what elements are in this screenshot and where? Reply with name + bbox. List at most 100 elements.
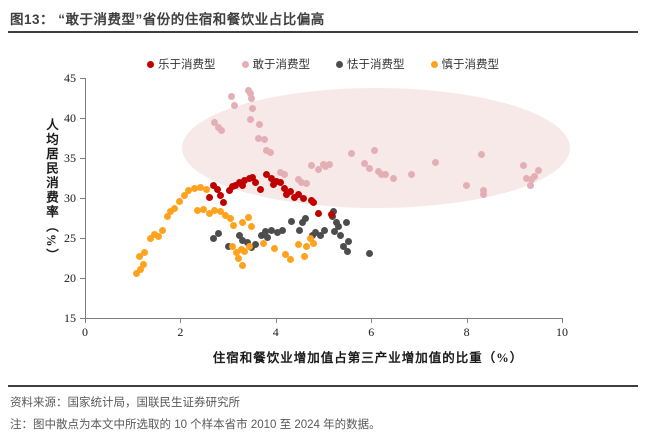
scatter-point: [276, 168, 284, 176]
scatter-point: [281, 251, 289, 259]
legend-label: 怯于消费型: [347, 59, 405, 71]
scatter-point: [281, 171, 289, 179]
scatter-point: [294, 191, 302, 199]
scatter-point: [334, 222, 342, 230]
scatter-point: [191, 184, 199, 192]
scatter-point: [209, 181, 217, 189]
scatter-point: [312, 228, 320, 236]
scatter-point: [267, 175, 275, 183]
scatter-point: [180, 192, 188, 200]
figure-title: 图13： “敢于消费型”省份的住宿和餐饮业占比偏高: [10, 12, 325, 27]
chart-legend: 乐于消费型 敢于消费型 怯于消费型 慎于消费型: [0, 56, 646, 72]
scatter-point: [531, 172, 539, 180]
scatter-point: [479, 186, 487, 194]
scatter-point: [217, 192, 225, 200]
scatter-point: [248, 223, 256, 231]
scatter-point: [303, 243, 311, 251]
scatter-point: [262, 228, 270, 236]
scatter-point: [231, 101, 239, 109]
scatter-point: [167, 208, 175, 216]
scatter-point: [431, 158, 439, 166]
scatter-point: [229, 243, 237, 251]
scatter-point: [348, 149, 356, 157]
scatter-point: [327, 211, 335, 219]
y-tick-label: 35: [64, 151, 76, 165]
y-tick: [80, 238, 85, 239]
sample-note: 注：图中散点为本文中所选取的 10 个样本省市 2010 至 2024 年的数据…: [10, 419, 381, 431]
scatter-point: [248, 95, 256, 103]
scatter-point: [308, 161, 316, 169]
legend-item: 怯于消费型: [336, 56, 405, 72]
y-tick: [80, 278, 85, 279]
scatter-point: [340, 243, 348, 251]
scatter-point: [214, 185, 222, 193]
scatter-point: [310, 240, 318, 248]
scatter-point: [155, 232, 163, 240]
legend-dot-icon: [336, 60, 343, 68]
scatter-point: [196, 184, 204, 192]
x-tick-label: 8: [463, 325, 470, 339]
scatter-point: [298, 178, 306, 186]
scatter-point: [480, 191, 488, 199]
scatter-point: [295, 240, 303, 248]
x-tick-label: 6: [368, 325, 375, 339]
scatter-point: [527, 176, 535, 184]
y-tick-label: 45: [64, 71, 76, 85]
scatter-point: [260, 240, 268, 248]
legend-dot-icon: [147, 60, 154, 68]
scatter-point: [519, 161, 527, 169]
y-tick-label: 30: [64, 191, 76, 205]
y-tick-label: 25: [64, 231, 76, 245]
scatter-point: [222, 212, 230, 220]
scatter-point: [478, 151, 486, 159]
scatter-point: [246, 243, 254, 251]
scatter-point: [299, 195, 307, 203]
scatter-point: [244, 238, 252, 246]
scatter-point: [290, 193, 298, 201]
scatter-point: [241, 248, 249, 256]
x-tick: [180, 318, 182, 323]
y-tick: [80, 198, 85, 199]
legend-dot-icon: [241, 60, 249, 68]
scatter-point: [257, 232, 265, 240]
scatter-point: [238, 236, 246, 244]
y-tick-label: 20: [64, 271, 76, 285]
scatter-point: [261, 136, 269, 144]
scatter-point: [263, 171, 271, 179]
scatter-point: [232, 181, 240, 189]
scatter-point: [238, 261, 246, 269]
scatter-point: [241, 176, 249, 184]
legend-label: 敢于消费型: [252, 59, 311, 71]
y-tick: [80, 158, 85, 159]
scatter-point: [366, 249, 374, 257]
scatter-point: [247, 89, 255, 97]
scatter-point: [361, 160, 369, 168]
scatter-point: [276, 179, 284, 187]
footer-divider: [8, 385, 638, 387]
y-tick: [80, 118, 85, 119]
x-tick: [466, 318, 468, 323]
x-axis-title: 住宿和餐饮业增加值占第三产业增加值的比重（%）: [212, 351, 524, 365]
scatter-point: [185, 187, 193, 195]
scatter-point: [252, 240, 260, 248]
scatter-point: [136, 252, 144, 260]
scatter-point: [333, 218, 341, 226]
scatter-point: [133, 269, 141, 277]
y-tick: [80, 78, 85, 79]
scatter-point: [463, 181, 471, 189]
scatter-point: [254, 134, 262, 142]
scatter-point: [225, 187, 233, 195]
scatter-point: [206, 193, 214, 201]
scatter-point: [256, 120, 264, 128]
scatter-point: [343, 219, 351, 227]
scatter-point: [235, 255, 243, 263]
scatter-point: [205, 209, 213, 217]
scatter-point: [381, 171, 389, 179]
scatter-point: [139, 260, 147, 268]
scatter-point: [309, 199, 317, 207]
scatter-point: [137, 265, 145, 273]
scatter-point: [235, 232, 243, 240]
scatter-point: [331, 228, 339, 236]
legend-item: 敢于消费型: [241, 56, 311, 72]
scatter-point: [280, 184, 288, 192]
